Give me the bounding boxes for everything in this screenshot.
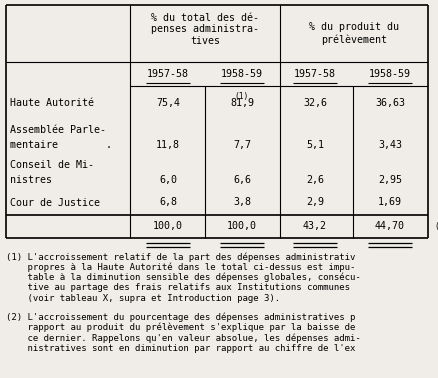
Text: ce dernier. Rappelons qu'en valeur absolue, les dépenses admi-: ce dernier. Rappelons qu'en valeur absol… xyxy=(6,333,361,343)
Text: Haute Autorité: Haute Autorité xyxy=(10,98,94,108)
Text: propres à la Haute Autorité dans le total ci-dessus est impu-: propres à la Haute Autorité dans le tota… xyxy=(6,262,355,272)
Text: (1) L'accroissement relatif de la part des dépenses administrativ: (1) L'accroissement relatif de la part d… xyxy=(6,252,355,262)
Text: 6,6: 6,6 xyxy=(233,175,251,185)
Text: 2,95: 2,95 xyxy=(378,175,402,185)
Text: % du total des dé-
penses administra-
tives: % du total des dé- penses administra- ti… xyxy=(151,13,259,46)
Text: Cour de Justice: Cour de Justice xyxy=(10,197,100,208)
Text: 1958-59: 1958-59 xyxy=(369,69,411,79)
Text: nistres: nistres xyxy=(10,175,52,185)
Text: 6,0: 6,0 xyxy=(159,175,177,185)
Text: 43,2: 43,2 xyxy=(303,222,327,231)
Text: 3,8: 3,8 xyxy=(233,197,251,208)
Text: 7,7: 7,7 xyxy=(233,140,251,150)
Text: nistratives sont en diminution par rapport au chiffre de l'ex: nistratives sont en diminution par rappo… xyxy=(6,344,355,353)
Text: 6,8: 6,8 xyxy=(159,197,177,208)
Text: 36,63: 36,63 xyxy=(375,98,405,108)
Text: tive au partage des frais relatifs aux Institutions communes: tive au partage des frais relatifs aux I… xyxy=(6,284,350,293)
Text: (2) L'accroissement du pourcentage des dépenses administratives p: (2) L'accroissement du pourcentage des d… xyxy=(6,313,355,322)
Text: 5,1: 5,1 xyxy=(306,140,324,150)
Text: 75,4: 75,4 xyxy=(156,98,180,108)
Text: 81,9: 81,9 xyxy=(230,98,254,108)
Text: 2,6: 2,6 xyxy=(306,175,324,185)
Text: 32,6: 32,6 xyxy=(303,98,327,108)
Text: 100,0: 100,0 xyxy=(227,222,257,231)
Text: 44,70: 44,70 xyxy=(375,222,405,231)
Text: 1957-58: 1957-58 xyxy=(147,69,189,79)
Text: 2,9: 2,9 xyxy=(306,197,324,208)
Text: 11,8: 11,8 xyxy=(156,140,180,150)
Text: Conseil de Mi-: Conseil de Mi- xyxy=(10,160,94,170)
Text: (voir tableau X, supra et Introduction page 3).: (voir tableau X, supra et Introduction p… xyxy=(6,294,280,303)
Text: 3,43: 3,43 xyxy=(378,140,402,150)
Text: table à la diminution sensible des dépenses globales, consécu-: table à la diminution sensible des dépen… xyxy=(6,273,361,282)
Text: % du produit du
prélèvement: % du produit du prélèvement xyxy=(309,22,399,45)
Text: Assemblée Parle-: Assemblée Parle- xyxy=(10,125,106,135)
Text: 100,0: 100,0 xyxy=(153,222,183,231)
Text: (2): (2) xyxy=(434,222,438,231)
Text: mentaire        .: mentaire . xyxy=(10,140,112,150)
Text: rapport au produit du prélèvement s'explique par la baisse de: rapport au produit du prélèvement s'expl… xyxy=(6,323,355,333)
Text: 1957-58: 1957-58 xyxy=(294,69,336,79)
Text: 1958-59: 1958-59 xyxy=(221,69,263,79)
Text: 1,69: 1,69 xyxy=(378,197,402,208)
Text: (1): (1) xyxy=(235,92,249,101)
